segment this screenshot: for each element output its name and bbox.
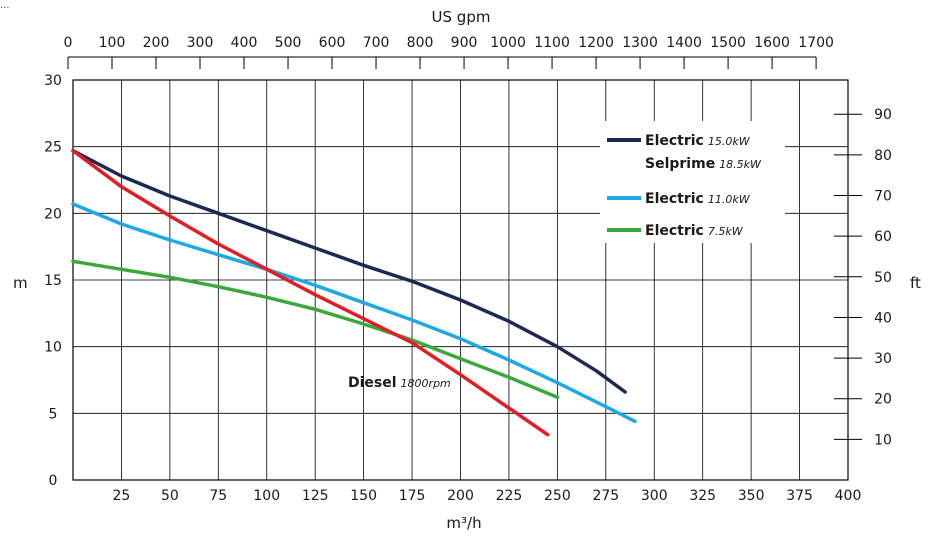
x-tick-label: 25 (113, 488, 131, 504)
top-tick-label: 1500 (710, 35, 746, 51)
top-tick-label: 0 (64, 35, 73, 51)
right-tick-label: 10 (874, 432, 892, 448)
top-tick-label: 500 (275, 35, 302, 51)
right-tick-label: 40 (874, 310, 892, 326)
top-tick-label: 100 (99, 35, 126, 51)
y-tick-label: 0 (49, 473, 58, 489)
legend-entry-power: 18.5kW (719, 158, 762, 171)
legend-entry-power: 7.5kW (708, 225, 744, 238)
legend: Electric 15.0kW Selprime 18.5kW Electric 11.0… (600, 121, 785, 243)
y-tick-label: 5 (49, 406, 58, 422)
right-tick-label: 60 (874, 229, 892, 245)
legend-entry: Electric 11.0kW (645, 191, 751, 207)
diesel-label-speed: 1800rpm (401, 377, 451, 390)
right-tick-label: 90 (874, 107, 892, 123)
top-tick-label: 1700 (798, 35, 834, 51)
right-tick-label: 80 (874, 148, 892, 164)
series-line (71, 148, 550, 437)
legend-entry-name: Electric (645, 133, 704, 149)
x-tick-label: 400 (835, 488, 862, 504)
top-tick-label: 300 (187, 35, 214, 51)
right-tick-label: 70 (874, 189, 892, 205)
x-tick-label: 225 (496, 488, 523, 504)
x-tick-label: 325 (689, 488, 716, 504)
x-axis-title: m³/h (446, 514, 481, 532)
legend-entry: Electric 7.5kW (645, 223, 744, 239)
legend-entry-name: Selprime (645, 156, 715, 172)
y-tick-label: 20 (44, 206, 62, 222)
diesel-label: Diesel 1800rpm (348, 375, 451, 391)
diesel-series-label: Diesel 1800rpm (348, 375, 451, 391)
legend-entry-power: 11.0kW (708, 193, 751, 206)
top-tick-label: 1400 (666, 35, 702, 51)
top-tick-label: 1100 (534, 35, 570, 51)
top-tick-label: 1600 (754, 35, 790, 51)
x-tick-label: 275 (592, 488, 619, 504)
x-tick-label: 250 (544, 488, 571, 504)
x-tick-label: 350 (738, 488, 765, 504)
legend-entry: Selprime 18.5kW (645, 156, 762, 172)
series-line (71, 202, 637, 424)
x-tick-label: 375 (786, 488, 813, 504)
top-tick-label: 900 (451, 35, 478, 51)
top-caption: ... (0, 0, 10, 11)
top-tick-label: 200 (143, 35, 170, 51)
right-axis-title: ft (910, 274, 921, 292)
series-line (71, 259, 560, 400)
top-axis-title: US gpm (432, 8, 491, 26)
y-tick-label: 10 (44, 340, 62, 356)
legend-entry: Electric 15.0kW (645, 133, 751, 149)
x-tick-label: 175 (399, 488, 426, 504)
bottom-axis-m3h: 25 50 75 100 125 150 175 200 225 250 275 300 325 350 3… (113, 488, 862, 504)
right-tick-label: 50 (874, 270, 892, 286)
series-line (71, 148, 627, 394)
top-axis-usgpm: 0 100 200 300 400 500 600 700 800 900 1000 1100 1200… (64, 35, 834, 69)
y-tick-label: 15 (44, 273, 62, 289)
x-tick-label: 150 (350, 488, 377, 504)
legend-entry-name: Electric (645, 223, 704, 239)
y-tick-label: 30 (44, 73, 62, 89)
top-tick-label: 1300 (622, 35, 658, 51)
x-tick-label: 50 (161, 488, 179, 504)
x-tick-label: 125 (302, 488, 329, 504)
y-axis-title: m (13, 274, 28, 292)
y-tick-label: 25 (44, 140, 62, 156)
right-tick-label: 30 (874, 351, 892, 367)
right-tick-label: 20 (874, 392, 892, 408)
series-lines (71, 148, 637, 437)
top-tick-label: 600 (319, 35, 346, 51)
x-tick-label: 200 (447, 488, 474, 504)
legend-entry-name: Electric (645, 191, 704, 207)
top-tick-label: 1200 (578, 35, 614, 51)
top-tick-label: 400 (231, 35, 258, 51)
right-axis-ft: 10 20 30 40 50 60 70 80 90 (834, 107, 892, 448)
diesel-label-name: Diesel (348, 375, 397, 391)
top-tick-label: 800 (407, 35, 434, 51)
top-tick-label: 1000 (490, 35, 526, 51)
x-tick-label: 75 (209, 488, 227, 504)
left-axis-m: 0 5 10 15 20 25 30 (44, 73, 62, 489)
legend-entry-power: 15.0kW (708, 135, 751, 148)
x-tick-label: 300 (641, 488, 668, 504)
top-tick-label: 700 (363, 35, 390, 51)
x-tick-label: 100 (253, 488, 280, 504)
